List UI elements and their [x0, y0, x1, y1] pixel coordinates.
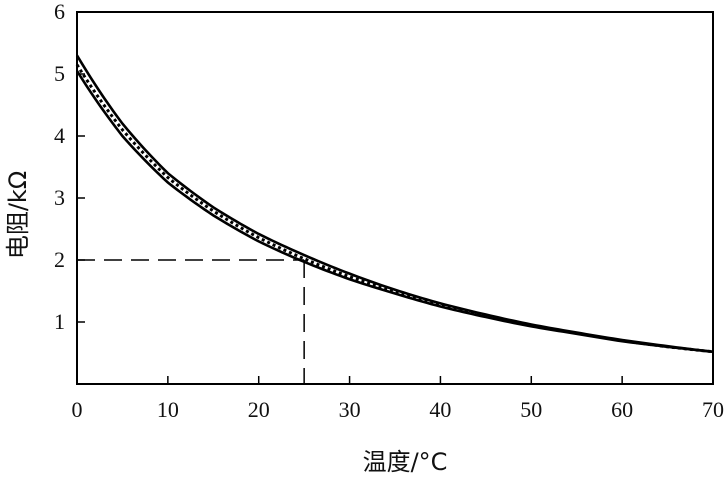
- x-tick-label: 30: [339, 397, 361, 422]
- x-tick-label: 10: [157, 397, 179, 422]
- y-tick-label: 2: [54, 247, 65, 272]
- x-tick-label: 70: [702, 397, 724, 422]
- curve-series-1: [75, 54, 714, 354]
- y-tick-label: 4: [54, 123, 65, 148]
- y-axis-title: 电阻/kΩ: [4, 171, 32, 259]
- x-axis-title: 温度/°C: [363, 448, 448, 476]
- curve-series-2: [75, 63, 714, 354]
- y-tick-label: 1: [54, 309, 65, 334]
- y-tick-label: 5: [54, 61, 65, 86]
- x-tick-label: 40: [429, 397, 451, 422]
- x-tick-label: 0: [72, 397, 83, 422]
- curve-series-3: [75, 70, 714, 354]
- plot-frame: [76, 11, 714, 385]
- y-tick-label: 6: [54, 0, 65, 24]
- x-tick-label: 60: [611, 397, 633, 422]
- x-tick-label: 20: [248, 397, 270, 422]
- plot-area: 0 10 20 30 40 50 60 70 1 2 3 4 5 6: [54, 0, 724, 422]
- y-tick-label: 3: [54, 185, 65, 210]
- x-tick-label: 50: [520, 397, 542, 422]
